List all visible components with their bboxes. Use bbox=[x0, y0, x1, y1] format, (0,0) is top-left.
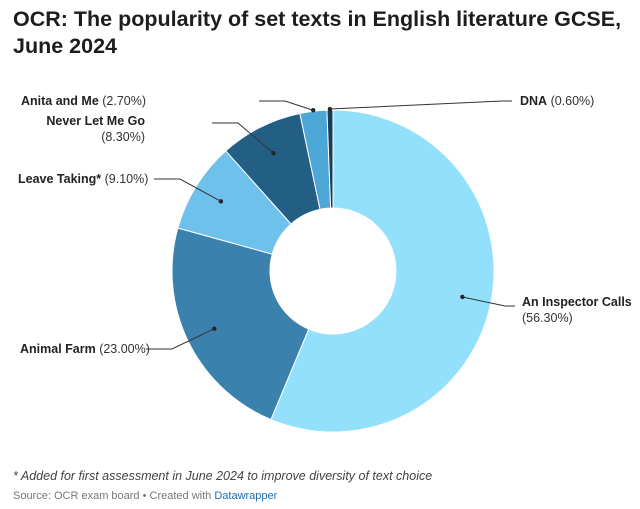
label-name-dna: DNA bbox=[520, 94, 547, 108]
label-value-leave-taking: (9.10%) bbox=[101, 172, 148, 186]
label-value-dna: (0.60%) bbox=[547, 94, 594, 108]
source-text: Source: OCR exam board • Created with bbox=[13, 490, 215, 502]
label-value-anita-and-me: (2.70%) bbox=[99, 94, 146, 108]
leader-line-animal-farm bbox=[146, 328, 215, 350]
slices-group bbox=[171, 109, 495, 433]
leader-line-dna bbox=[329, 100, 512, 110]
label-leave-taking: Leave Taking* (9.10%) bbox=[18, 172, 148, 186]
label-name-animal-farm: Animal Farm bbox=[20, 342, 96, 356]
label-name-anita-and-me: Anita and Me bbox=[21, 94, 99, 108]
chart-title: OCR: The popularity of set texts in Engl… bbox=[13, 7, 622, 58]
label-never-let-me-go: Never Let Me Go (8.30%) bbox=[46, 114, 145, 144]
label-dna: DNA (0.60%) bbox=[520, 94, 594, 108]
label-anita-and-me: Anita and Me (2.70%) bbox=[21, 94, 146, 108]
label-value-an-inspector-calls: (56.30%) bbox=[522, 311, 573, 325]
slice-animal-farm bbox=[171, 227, 310, 421]
leader-lines-group bbox=[146, 100, 515, 350]
leader-dot-anita-and-me bbox=[311, 108, 316, 113]
leader-line-never-let-me-go bbox=[212, 122, 274, 154]
datawrapper-link[interactable]: Datawrapper bbox=[214, 490, 278, 502]
label-value-never-let-me-go: (8.30%) bbox=[101, 130, 145, 144]
source-line: Source: OCR exam board • Created with Da… bbox=[13, 490, 277, 502]
leader-line-an-inspector-calls bbox=[462, 296, 515, 307]
labels-group: An Inspector Calls (56.30%) Animal Farm (2… bbox=[18, 94, 632, 356]
label-an-inspector-calls: An Inspector Calls (56.30%) bbox=[522, 295, 632, 325]
leader-line-anita-and-me bbox=[259, 100, 314, 111]
slice-an-inspector-calls bbox=[270, 109, 495, 433]
label-name-an-inspector-calls: An Inspector Calls bbox=[522, 295, 632, 309]
leader-dot-dna bbox=[327, 106, 333, 112]
label-animal-farm: Animal Farm (23.00%) bbox=[20, 342, 150, 356]
label-value-animal-farm: (23.00%) bbox=[96, 342, 150, 356]
leader-line-leave-taking bbox=[154, 178, 222, 202]
footnote: * Added for first assessment in June 202… bbox=[13, 469, 433, 483]
label-name-never-let-me-go: Never Let Me Go bbox=[46, 114, 145, 128]
label-name-leave-taking: Leave Taking* bbox=[18, 172, 101, 186]
